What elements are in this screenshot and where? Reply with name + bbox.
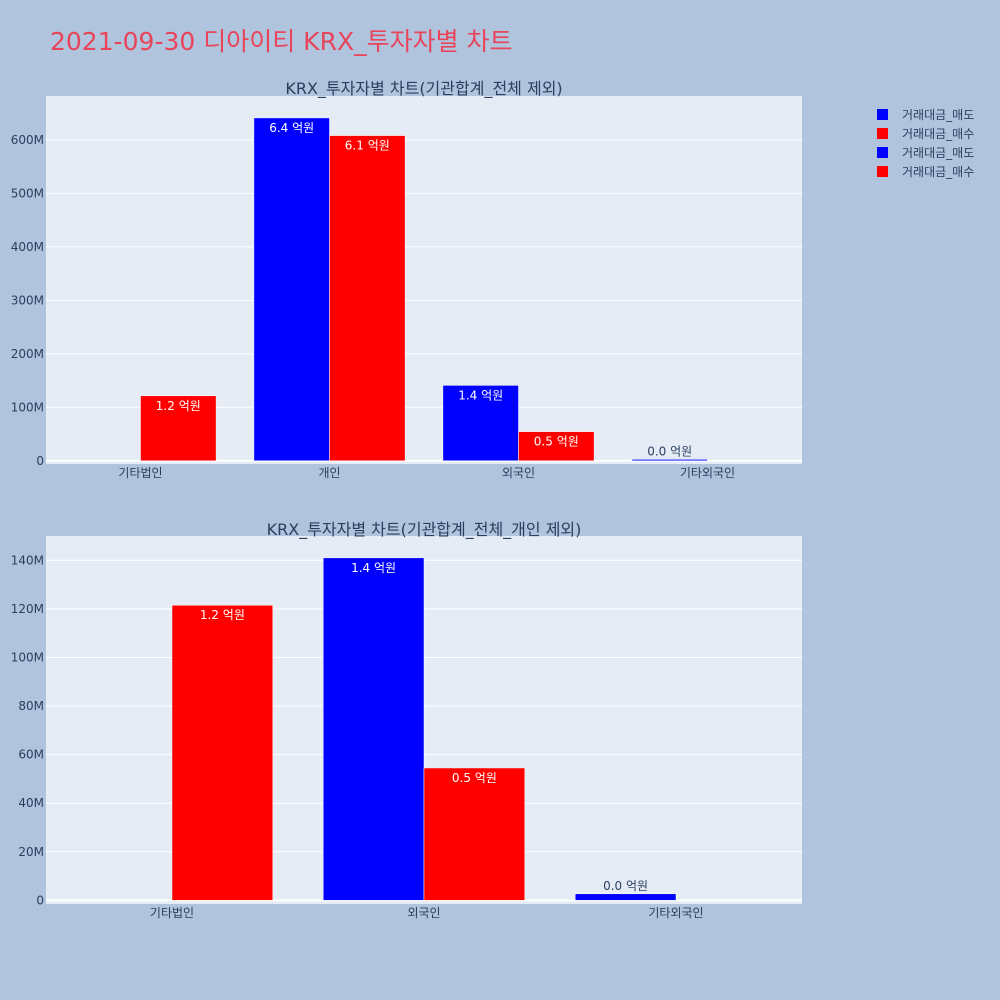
x-tick-label: 외국인 [502, 466, 535, 480]
bar-data-label: 6.1 억원 [345, 139, 390, 153]
bar[interactable] [423, 767, 526, 901]
legend-item-label[interactable]: 거래대금_매도 [902, 146, 974, 160]
bar-data-label: 6.4 억원 [269, 121, 314, 135]
bar-data-label: 0.0 억원 [603, 879, 648, 893]
bar[interactable] [329, 135, 406, 462]
bar[interactable] [140, 395, 217, 462]
y-tick-label: 200M [11, 347, 44, 361]
legend-swatch[interactable] [877, 147, 888, 158]
legend-swatch[interactable] [877, 109, 888, 120]
bar-data-label: 0.0 억원 [647, 444, 692, 458]
y-tick-label: 0 [36, 893, 44, 907]
bar-data-label: 0.5 억원 [534, 435, 579, 449]
bar-data-label: 1.4 억원 [351, 561, 396, 575]
y-tick-label: 20M [18, 845, 44, 859]
subplot-title-1: KRX_투자자별 차트(기관합계_전체 제외) [285, 79, 562, 99]
legend-item-label[interactable]: 거래대금_매수 [902, 127, 974, 141]
y-tick-label: 300M [11, 293, 44, 307]
y-tick-label: 600M [11, 133, 44, 147]
bar[interactable] [171, 604, 274, 901]
bar[interactable] [442, 385, 519, 462]
legend-swatch[interactable] [877, 128, 888, 139]
legend-item-label[interactable]: 거래대금_매수 [902, 165, 974, 179]
subplot-title-2: KRX_투자자별 차트(기관합계_전체_개인 제외) [267, 520, 582, 540]
y-tick-label: 0 [36, 454, 44, 468]
y-tick-label: 400M [11, 240, 44, 254]
bar-data-label: 1.4 억원 [458, 388, 503, 402]
bar[interactable] [253, 117, 330, 462]
y-tick-label: 100M [11, 650, 44, 664]
y-tick-label: 100M [11, 400, 44, 414]
legend-swatch[interactable] [877, 166, 888, 177]
y-tick-label: 140M [11, 553, 44, 567]
x-tick-label: 기타법인 [118, 466, 162, 480]
x-tick-label: 외국인 [407, 906, 440, 920]
y-tick-label: 500M [11, 186, 44, 200]
bar-data-label: 1.2 억원 [156, 399, 201, 413]
bar[interactable] [518, 431, 595, 462]
page-title: 2021-09-30 디아이티 KRX_투자자별 차트 [50, 27, 513, 56]
x-tick-label: 기타외국인 [648, 906, 703, 920]
bar-data-label: 1.2 억원 [200, 608, 245, 622]
y-tick-label: 60M [18, 748, 44, 762]
y-tick-label: 40M [18, 796, 44, 810]
bar[interactable] [631, 459, 708, 462]
bar[interactable] [322, 557, 425, 901]
legend-item-label[interactable]: 거래대금_매도 [902, 108, 974, 122]
x-tick-label: 기타외국인 [680, 466, 735, 480]
bar[interactable] [574, 893, 677, 901]
x-tick-label: 개인 [318, 466, 340, 480]
y-tick-label: 120M [11, 602, 44, 616]
x-tick-label: 기타법인 [150, 906, 194, 920]
bar-data-label: 0.5 억원 [452, 771, 497, 785]
y-tick-label: 80M [18, 699, 44, 713]
